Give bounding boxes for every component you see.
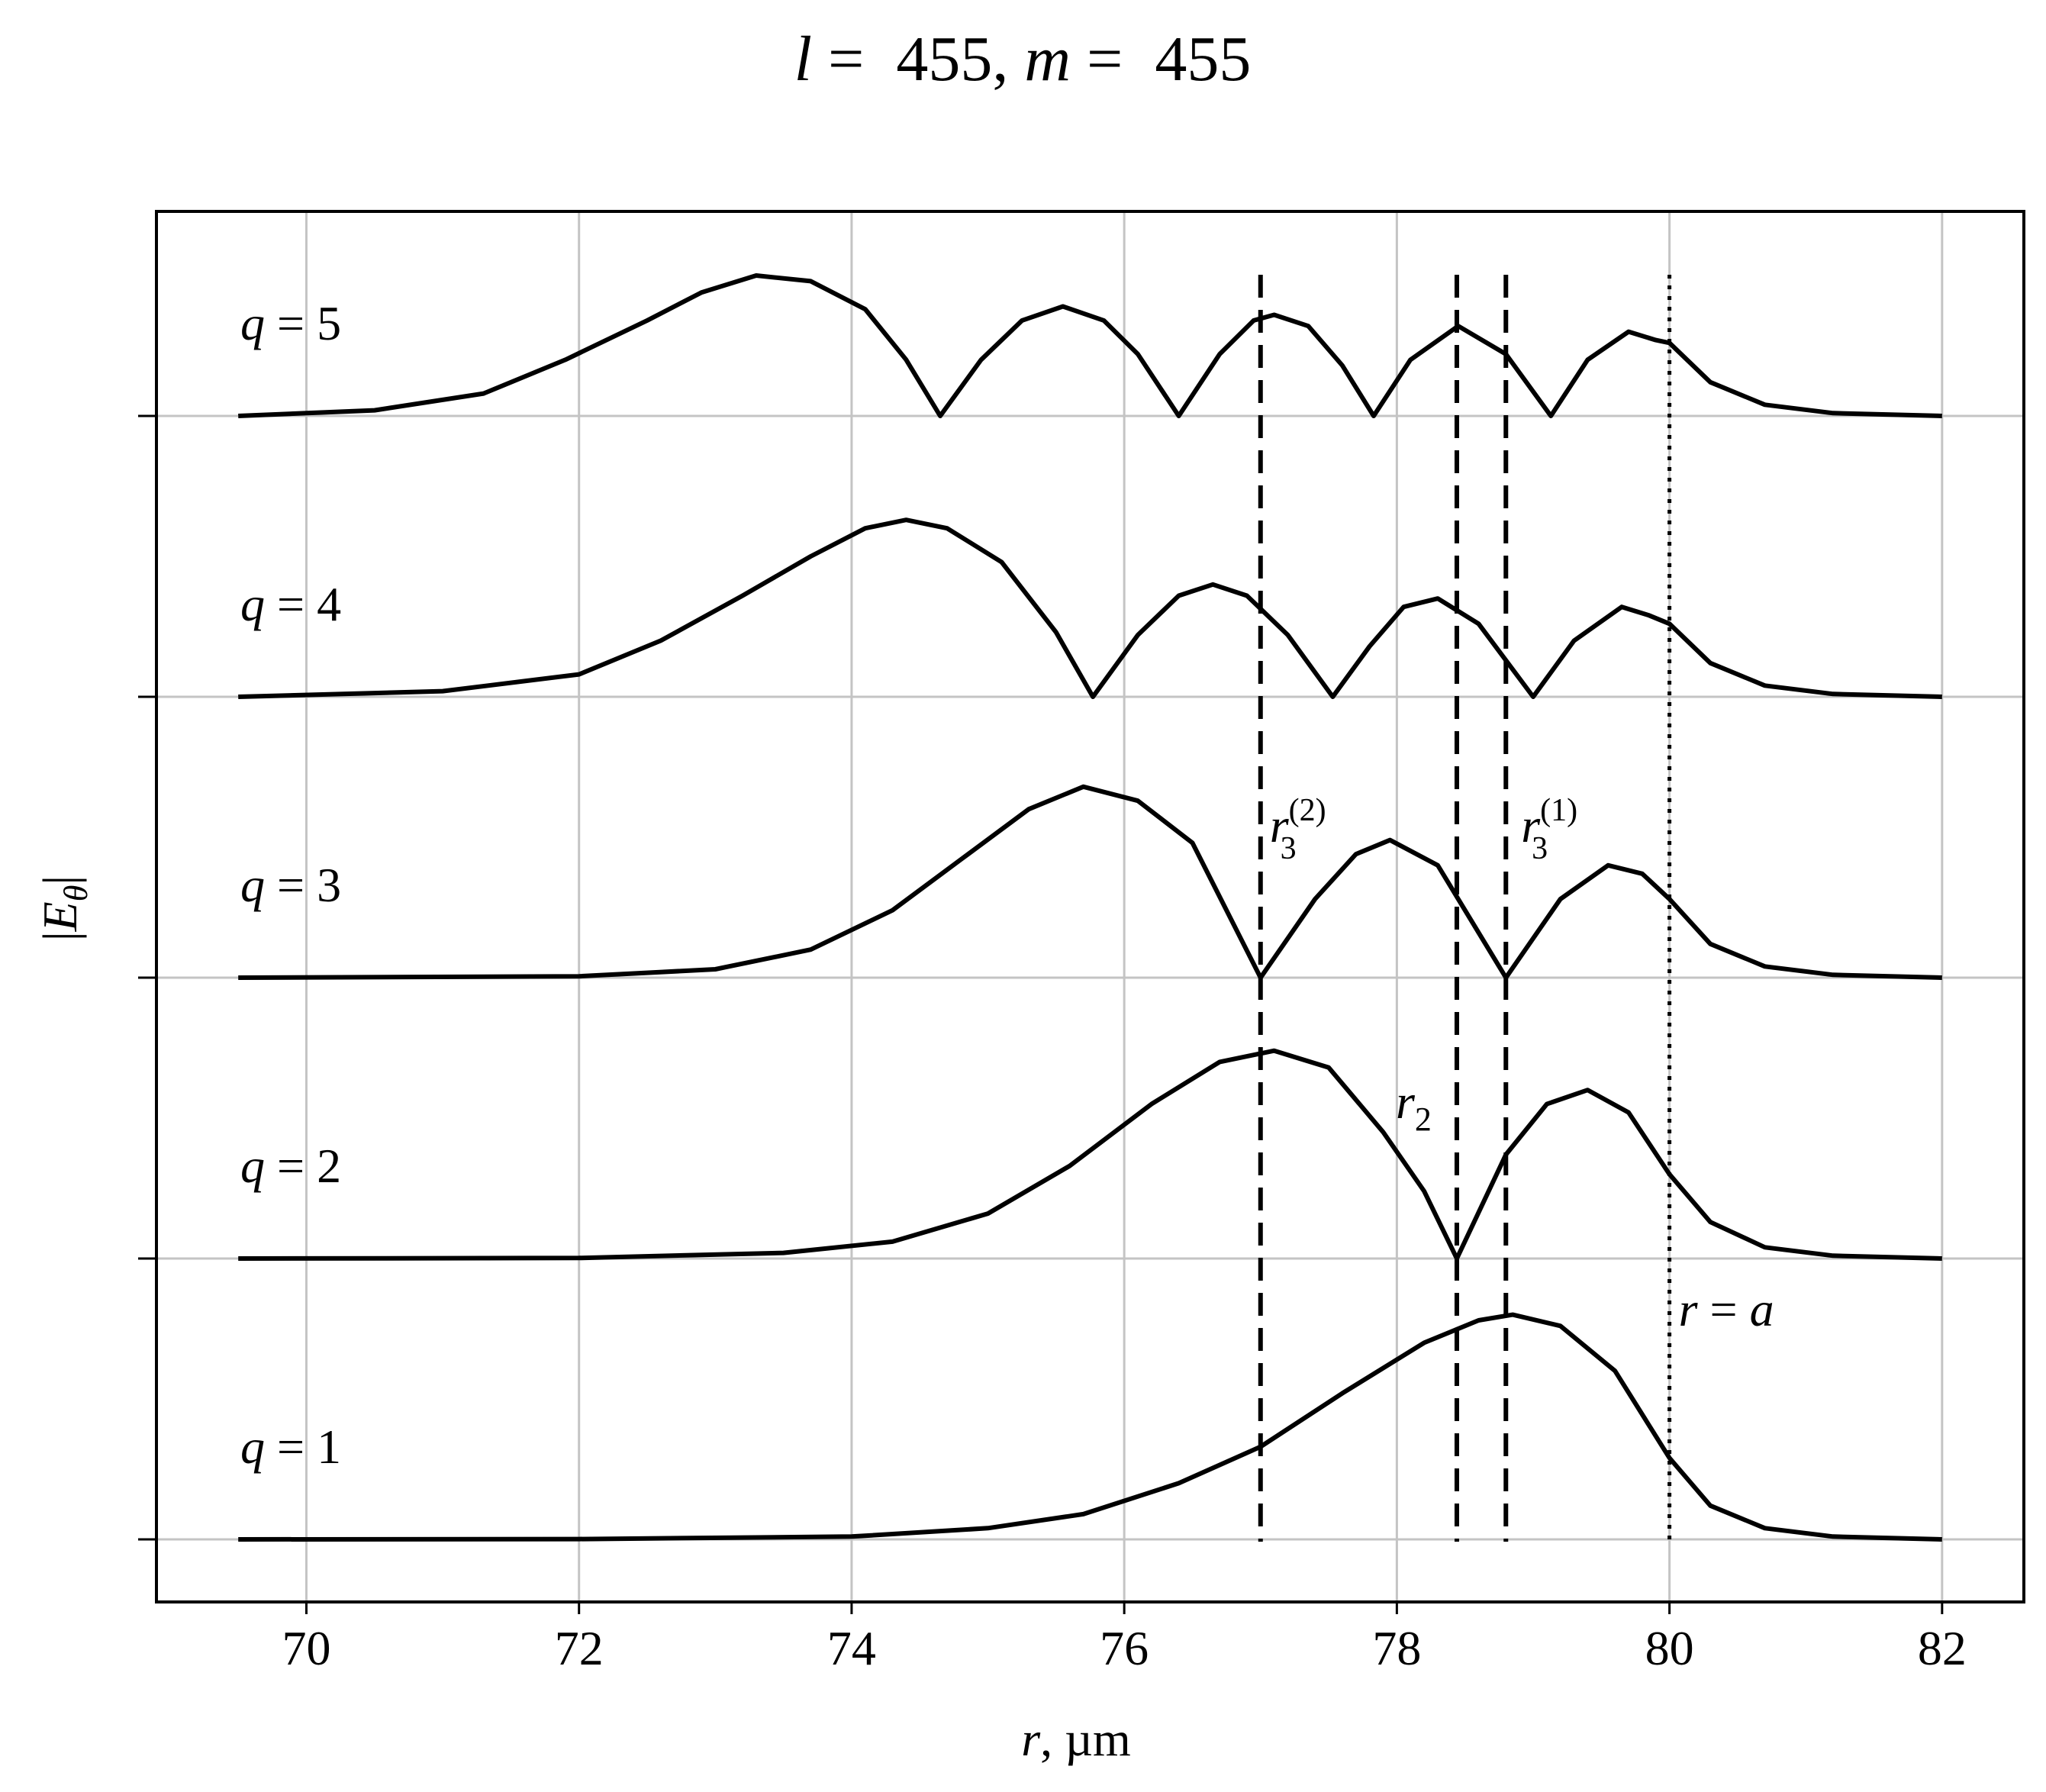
labels-group: q = 1 q = 2 q = 3 q = 4 q = 5 r(2) 3 r(1) 3 r2 r =…	[240, 296, 1774, 1474]
y-axis-label-bar-right: |	[33, 875, 87, 885]
x-tick-label: 78	[1372, 1621, 1421, 1675]
chart-title: l = 455, m = 455	[794, 24, 1252, 95]
annotation-r-a: r = a	[1679, 1282, 1774, 1336]
series-label: q = 1	[240, 1420, 341, 1474]
grid	[156, 211, 2024, 1602]
x-axis-label: r, µm	[1021, 1712, 1131, 1766]
annotation-r3-1: r(1) 3	[1521, 793, 1577, 866]
series-line	[238, 517, 1942, 699]
x-tick-label: 70	[282, 1621, 330, 1675]
series-line	[238, 784, 1942, 980]
y-axis-label-subscript: θ	[57, 885, 95, 902]
annotation-r2: r2	[1396, 1075, 1432, 1138]
x-tick-label: 82	[1918, 1621, 1967, 1675]
x-axis-label-unit: , µm	[1040, 1712, 1131, 1766]
series-label: q = 4	[240, 577, 341, 631]
y-axis-label-symbol: E	[33, 901, 87, 932]
series-label: q = 2	[240, 1139, 341, 1193]
y-axis-label-bar-left: |	[33, 931, 87, 941]
annotation-r3-2: r(2) 3	[1270, 793, 1326, 866]
title-l-value: = 455,	[812, 24, 1024, 95]
x-axis-label-symbol: r	[1021, 1712, 1041, 1766]
series-label: q = 3	[240, 858, 341, 912]
x-axis-ticks: 70 72 74 76 78 80 82	[138, 414, 1967, 1675]
x-tick-label: 74	[827, 1621, 876, 1675]
series-line	[238, 1312, 1942, 1542]
x-tick-label: 72	[555, 1621, 604, 1675]
series-group	[238, 273, 1942, 1542]
y-axis-label: |Eθ|	[33, 875, 95, 941]
title-m-symbol: m	[1024, 24, 1071, 95]
title-l-symbol: l	[794, 24, 812, 95]
series-line	[238, 273, 1942, 418]
title-m-value: = 455	[1071, 24, 1251, 95]
x-tick-label: 80	[1645, 1621, 1694, 1675]
x-tick-label: 76	[1100, 1621, 1149, 1675]
series-label: q = 5	[240, 296, 341, 350]
plot-frame	[155, 210, 2025, 1603]
series-line	[238, 1048, 1942, 1261]
